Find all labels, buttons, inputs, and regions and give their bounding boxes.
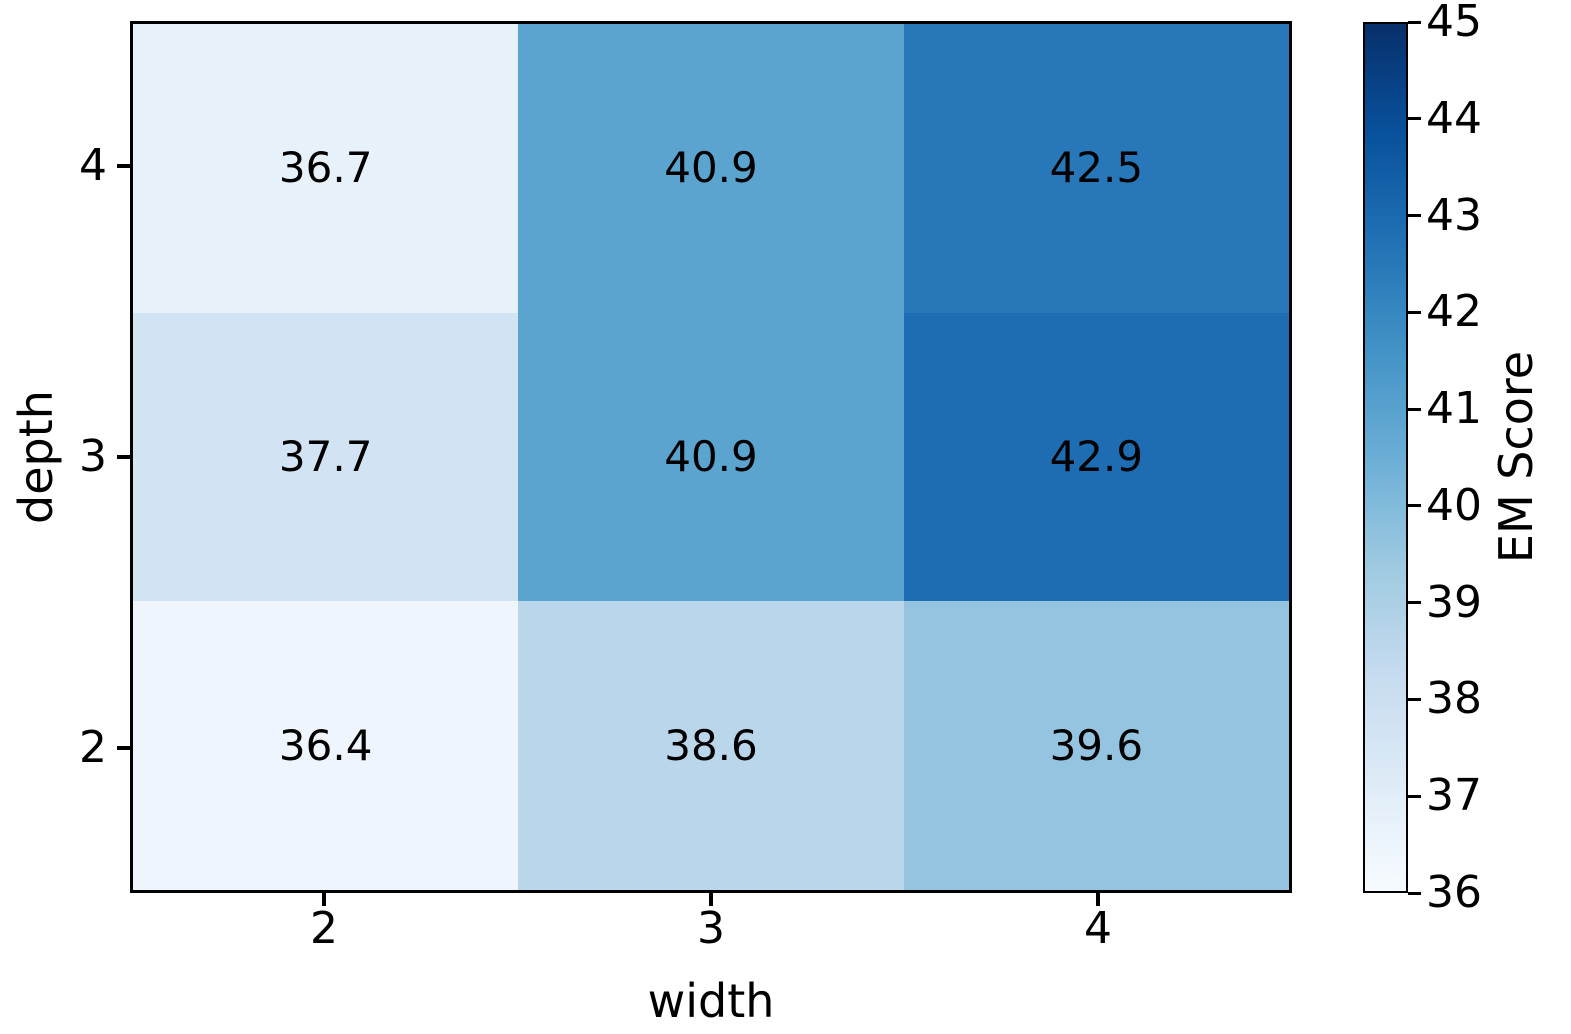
colorbar-tick-mark (1408, 214, 1421, 218)
colorbar-tick-label: 38 (1426, 673, 1482, 725)
heatmap-cell-d2-w3: 38.6 (518, 601, 904, 890)
x-tick-label: 2 (310, 903, 338, 954)
y-tick-mark (117, 455, 130, 459)
cell-value: 38.6 (664, 720, 758, 770)
y-tick-mark (117, 746, 130, 750)
heatmap-cell-d2-w4: 39.6 (903, 601, 1289, 890)
cell-value: 36.4 (278, 720, 373, 770)
cell-value: 37.7 (278, 431, 373, 481)
x-tick-mark (1096, 893, 1100, 906)
y-tick-label: 4 (79, 140, 107, 191)
colorbar-tick-mark (1408, 117, 1421, 121)
x-tick-mark (322, 893, 326, 906)
y-axis-label: depth (9, 390, 63, 524)
colorbar-tick-label: 36 (1426, 867, 1482, 918)
heatmap-cell-d4-w3: 40.9 (518, 24, 904, 313)
colorbar-tick-mark (1408, 504, 1421, 508)
colorbar-tick-mark (1408, 407, 1421, 411)
colorbar-tick-label: 44 (1426, 92, 1482, 144)
colorbar-axis-label: EM Score (1489, 350, 1543, 564)
y-tick-mark (117, 164, 130, 168)
heatmap-cell-d2-w2: 36.4 (133, 601, 519, 890)
cell-value: 39.6 (1049, 720, 1144, 770)
x-tick-label: 4 (1084, 903, 1112, 954)
cell-value: 36.7 (278, 143, 373, 193)
cell-value: 42.5 (1049, 143, 1144, 193)
heatmap-cell-d3-w2: 37.7 (133, 312, 519, 602)
cell-value: 40.9 (664, 143, 758, 193)
colorbar-tick-mark (1408, 697, 1421, 701)
colorbar-tick-mark (1408, 601, 1421, 605)
heatmap-cell-d4-w4: 42.5 (903, 24, 1289, 313)
colorbar-tick-label: 40 (1426, 479, 1482, 531)
cell-value: 42.9 (1049, 431, 1144, 481)
heatmap-cell-d4-w2: 36.7 (133, 24, 519, 313)
y-tick-label: 3 (79, 431, 107, 482)
heatmap-cell-d3-w4: 42.9 (903, 312, 1289, 602)
colorbar-tick-label: 42 (1426, 286, 1482, 338)
cell-value: 40.9 (664, 431, 758, 481)
colorbar-tick-mark (1408, 310, 1421, 314)
colorbar-tick-label: 41 (1426, 383, 1482, 435)
colorbar-gradient (1363, 22, 1408, 893)
colorbar-tick-mark (1408, 20, 1421, 24)
y-tick-label: 2 (79, 722, 107, 773)
x-tick-mark (709, 893, 713, 906)
colorbar-tick-label: 43 (1426, 189, 1482, 241)
heatmap-plot-area: 36.7 40.9 42.5 37.7 40.9 42.9 36.4 38.6 … (130, 21, 1292, 893)
colorbar-tick-mark (1408, 794, 1421, 798)
x-axis-label: width (647, 974, 775, 1028)
colorbar-tick-mark (1408, 891, 1421, 895)
colorbar-tick-label: 45 (1426, 0, 1482, 47)
colorbar-tick-label: 37 (1426, 770, 1482, 822)
colorbar-tick-label: 39 (1426, 576, 1482, 628)
x-tick-label: 3 (697, 903, 725, 954)
heatmap-cell-d3-w3: 40.9 (518, 312, 904, 602)
